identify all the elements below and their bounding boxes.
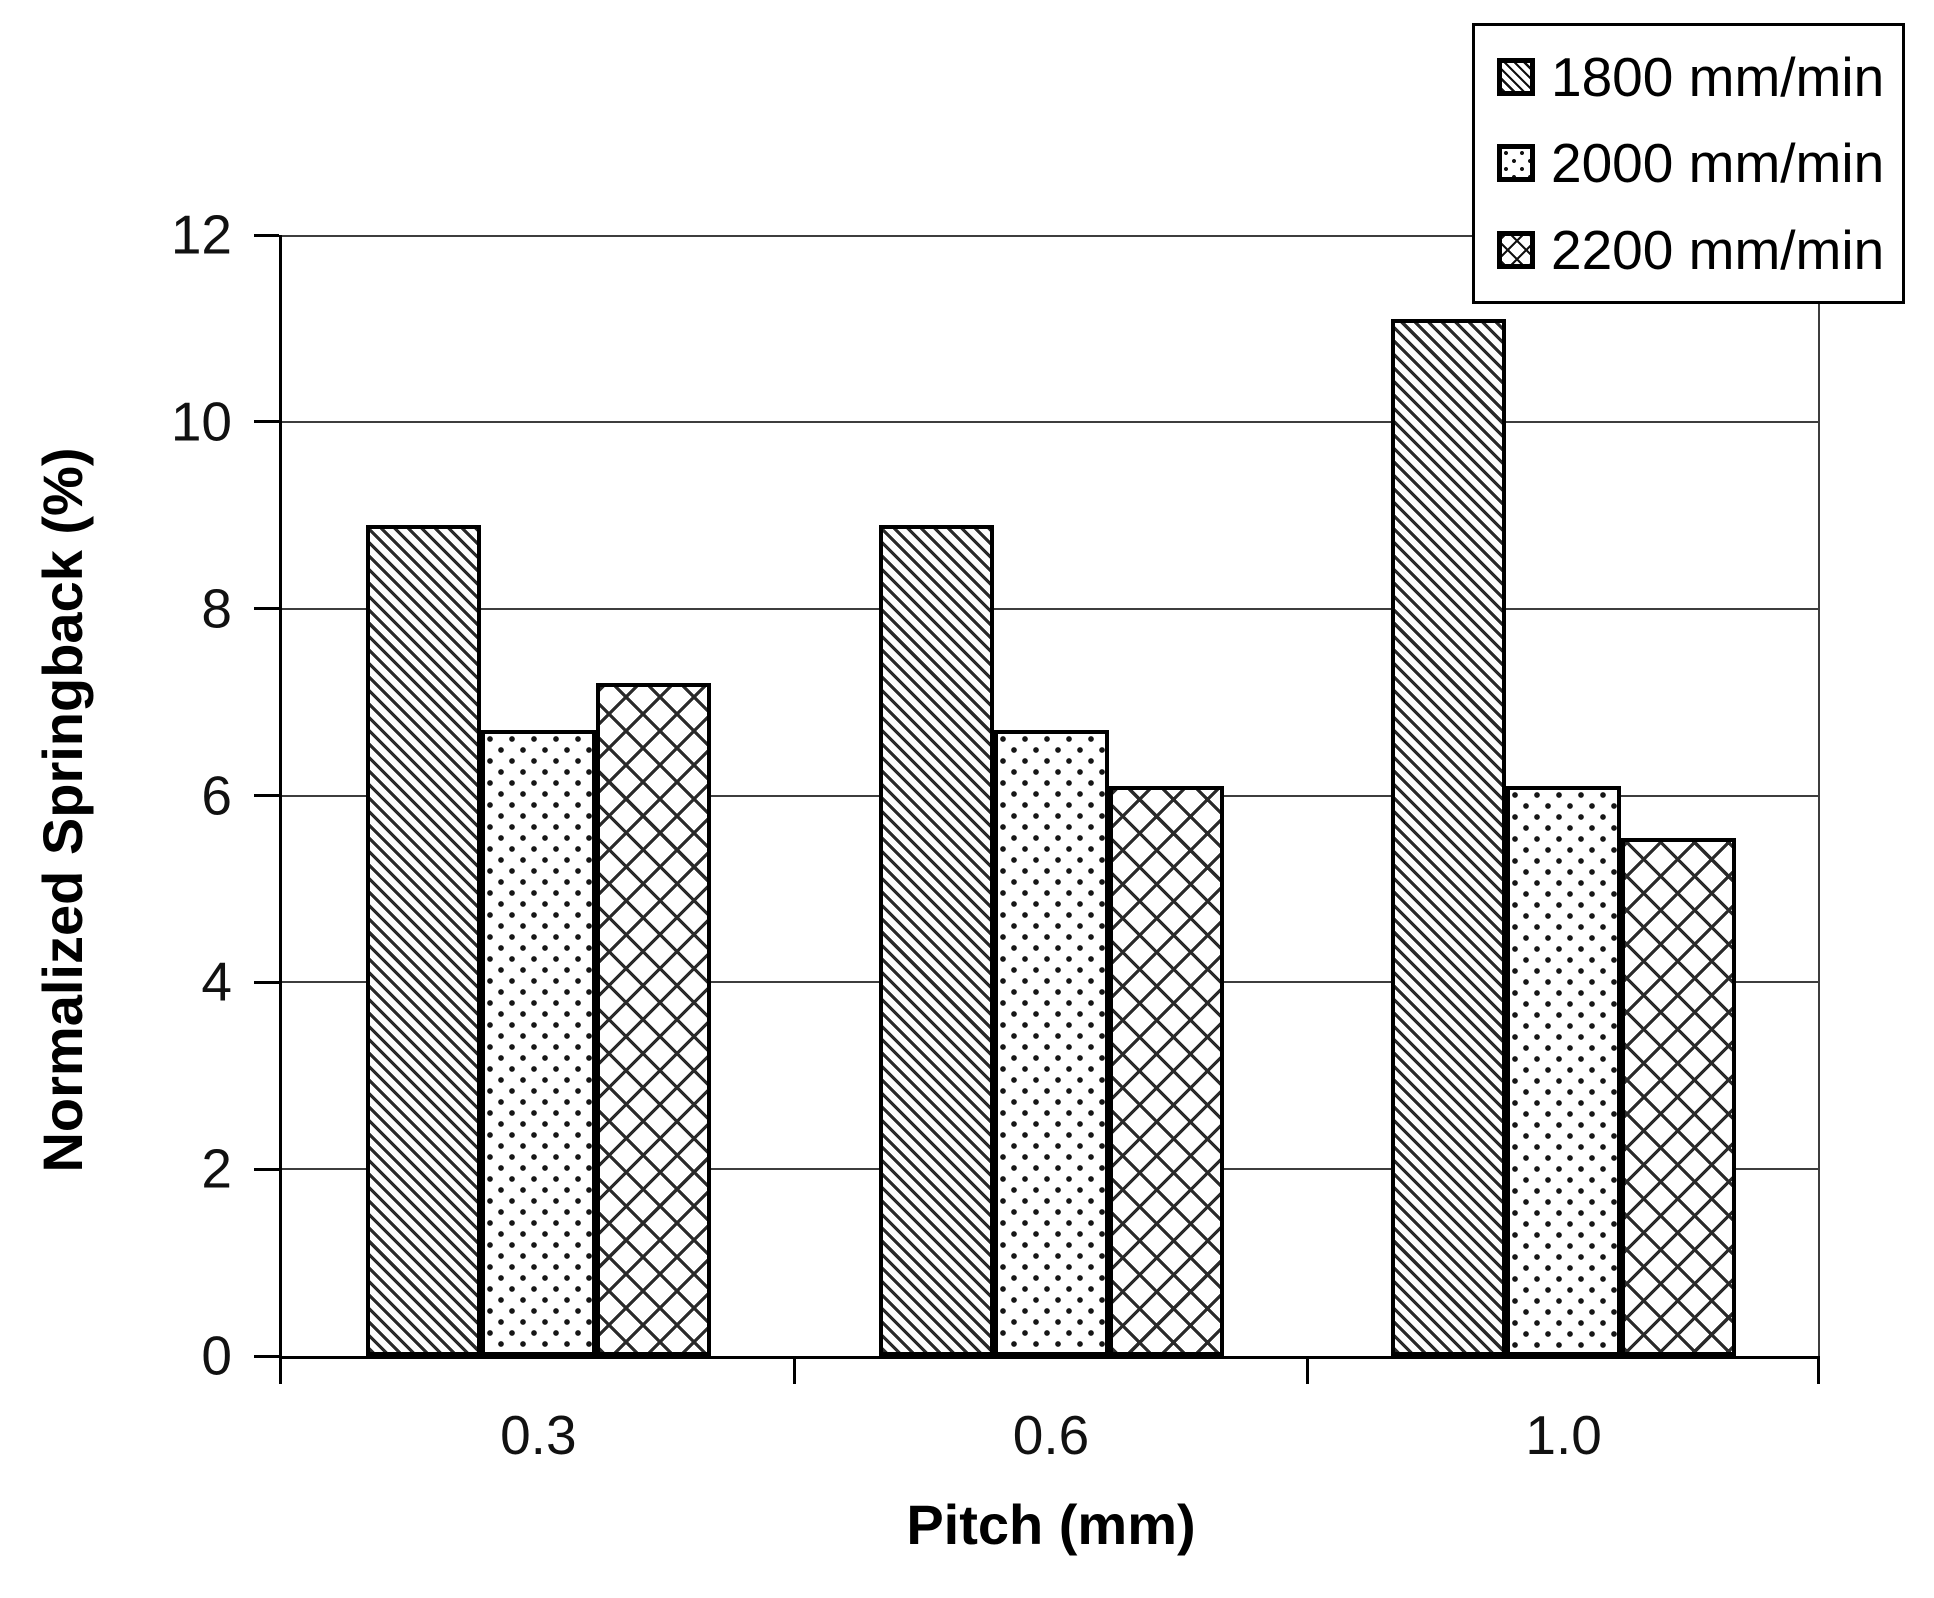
bar-2200-mm-min-pitch-0.6 [1108, 786, 1224, 1356]
y-tick-4 [254, 980, 279, 984]
y-tick-2 [254, 1167, 279, 1171]
y-tick-label-2: 2 [201, 1137, 232, 1200]
bar-2200-mm-min-pitch-1.0 [1621, 838, 1737, 1356]
legend: 1800 mm/min 2000 mm/min 2200 mm/min [1472, 23, 1905, 304]
x-category-label-1.0: 1.0 [1525, 1404, 1602, 1466]
bar-2000-mm-min-pitch-0.6 [993, 730, 1109, 1356]
x-axis-line [279, 1356, 1820, 1359]
legend-item-2000-mm-min: 2000 mm/min [1497, 133, 1892, 193]
y-tick-label-6: 6 [201, 764, 232, 826]
y-tick-12 [254, 233, 279, 237]
y-tick-label-12: 12 [170, 203, 232, 266]
y-tick-8 [254, 607, 279, 611]
x-tick-1 [793, 1359, 797, 1384]
crosshatch-swatch-icon [1497, 230, 1535, 269]
legend-item-1800-mm-min: 1800 mm/min [1497, 47, 1892, 107]
y-tick-6 [254, 794, 279, 797]
x-axis-title: Pitch (mm) [906, 1493, 1196, 1556]
x-category-label-0.3: 0.3 [500, 1404, 577, 1466]
gridline-y-10 [282, 420, 1820, 423]
bar-2000-mm-min-pitch-1.0 [1506, 786, 1622, 1356]
bar-1800-mm-min-pitch-1.0 [1391, 319, 1507, 1356]
y-tick-label-10: 10 [170, 390, 232, 453]
legend-label: 1800 mm/min [1551, 46, 1885, 109]
legend-label: 2200 mm/min [1551, 218, 1885, 281]
bar-2200-mm-min-pitch-0.3 [595, 683, 711, 1356]
y-tick-label-0: 0 [201, 1324, 232, 1387]
diagonal-swatch-icon [1497, 58, 1535, 97]
x-tick-2 [1305, 1359, 1309, 1384]
plot-top-border [282, 235, 1820, 237]
y-axis-line [279, 235, 282, 1384]
gridline-y-8 [282, 607, 1820, 610]
legend-label: 2000 mm/min [1551, 132, 1885, 195]
legend-item-2200-mm-min: 2200 mm/min [1497, 220, 1892, 280]
plot-right-border [1818, 235, 1820, 1356]
bar-1800-mm-min-pitch-0.6 [878, 525, 994, 1356]
bar-1800-mm-min-pitch-0.3 [365, 525, 481, 1356]
x-category-label-0.6: 0.6 [1012, 1404, 1090, 1466]
y-tick-0 [254, 1354, 279, 1358]
y-tick-10 [254, 420, 279, 424]
y-tick-label-4: 4 [201, 950, 232, 1013]
dots-swatch-icon [1497, 144, 1535, 183]
x-tick-3 [1817, 1359, 1820, 1384]
y-tick-label-8: 8 [201, 577, 232, 640]
bar-2000-mm-min-pitch-0.3 [480, 730, 596, 1356]
